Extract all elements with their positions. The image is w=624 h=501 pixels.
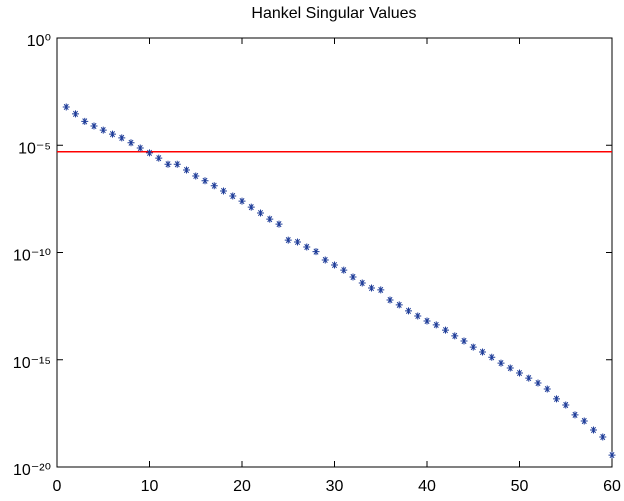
point — [553, 395, 560, 403]
point — [543, 385, 551, 393]
point — [192, 172, 200, 180]
point — [109, 130, 116, 138]
x-tick-label: 50 — [511, 478, 529, 495]
point — [210, 182, 218, 190]
y-tick-label: 10⁻¹⁵ — [13, 355, 51, 372]
x-tick-label: 60 — [603, 478, 621, 495]
point — [257, 209, 264, 217]
point — [220, 187, 227, 195]
point — [469, 343, 477, 351]
point — [72, 110, 79, 118]
point — [127, 139, 135, 147]
point — [247, 203, 255, 211]
point — [155, 154, 163, 162]
x-tick-label: 20 — [233, 478, 251, 495]
x-tick-label: 40 — [418, 478, 436, 495]
point — [349, 273, 357, 281]
point — [386, 296, 394, 304]
point — [580, 417, 588, 425]
point — [525, 374, 533, 382]
point — [118, 134, 126, 142]
plot-frame — [56, 37, 613, 468]
y-tick-label: 10⁻⁵ — [18, 140, 51, 157]
point — [423, 317, 431, 325]
point — [173, 160, 181, 168]
x-tick-label: 10 — [141, 478, 159, 495]
y-tick-label: 10⁻¹⁰ — [13, 248, 51, 265]
point — [608, 451, 616, 459]
point — [451, 332, 459, 340]
point — [266, 215, 274, 223]
point — [599, 433, 607, 441]
point — [395, 301, 403, 309]
point — [62, 103, 70, 111]
point — [331, 261, 338, 269]
point — [99, 126, 107, 134]
point — [562, 401, 570, 409]
point — [294, 238, 301, 246]
point — [368, 284, 375, 292]
point — [201, 177, 209, 185]
point — [488, 353, 496, 361]
point — [405, 307, 412, 315]
point — [497, 359, 505, 367]
point — [303, 243, 311, 251]
point — [358, 279, 366, 287]
y-tick-label: 10⁰ — [27, 33, 51, 50]
point — [90, 122, 98, 130]
point — [238, 197, 246, 205]
point — [442, 326, 449, 334]
chart-title: Hankel Singular Values — [251, 5, 416, 22]
point — [275, 220, 283, 228]
point — [284, 236, 292, 244]
x-tick-label: 0 — [53, 478, 62, 495]
point — [479, 348, 486, 356]
y-tick-label: 10⁻²⁰ — [13, 462, 51, 479]
point — [81, 117, 89, 125]
point — [312, 248, 320, 256]
point — [146, 149, 153, 157]
point — [340, 266, 348, 274]
point — [506, 364, 514, 372]
point — [377, 286, 385, 294]
point — [229, 192, 237, 200]
point — [460, 337, 468, 345]
point — [534, 379, 542, 387]
point — [183, 166, 190, 174]
point — [516, 369, 523, 377]
point — [136, 144, 144, 152]
point — [432, 321, 440, 329]
point — [414, 312, 422, 320]
point — [164, 160, 172, 168]
point — [571, 411, 579, 419]
point — [590, 426, 597, 434]
x-tick-label: 30 — [326, 478, 344, 495]
point — [321, 256, 329, 264]
